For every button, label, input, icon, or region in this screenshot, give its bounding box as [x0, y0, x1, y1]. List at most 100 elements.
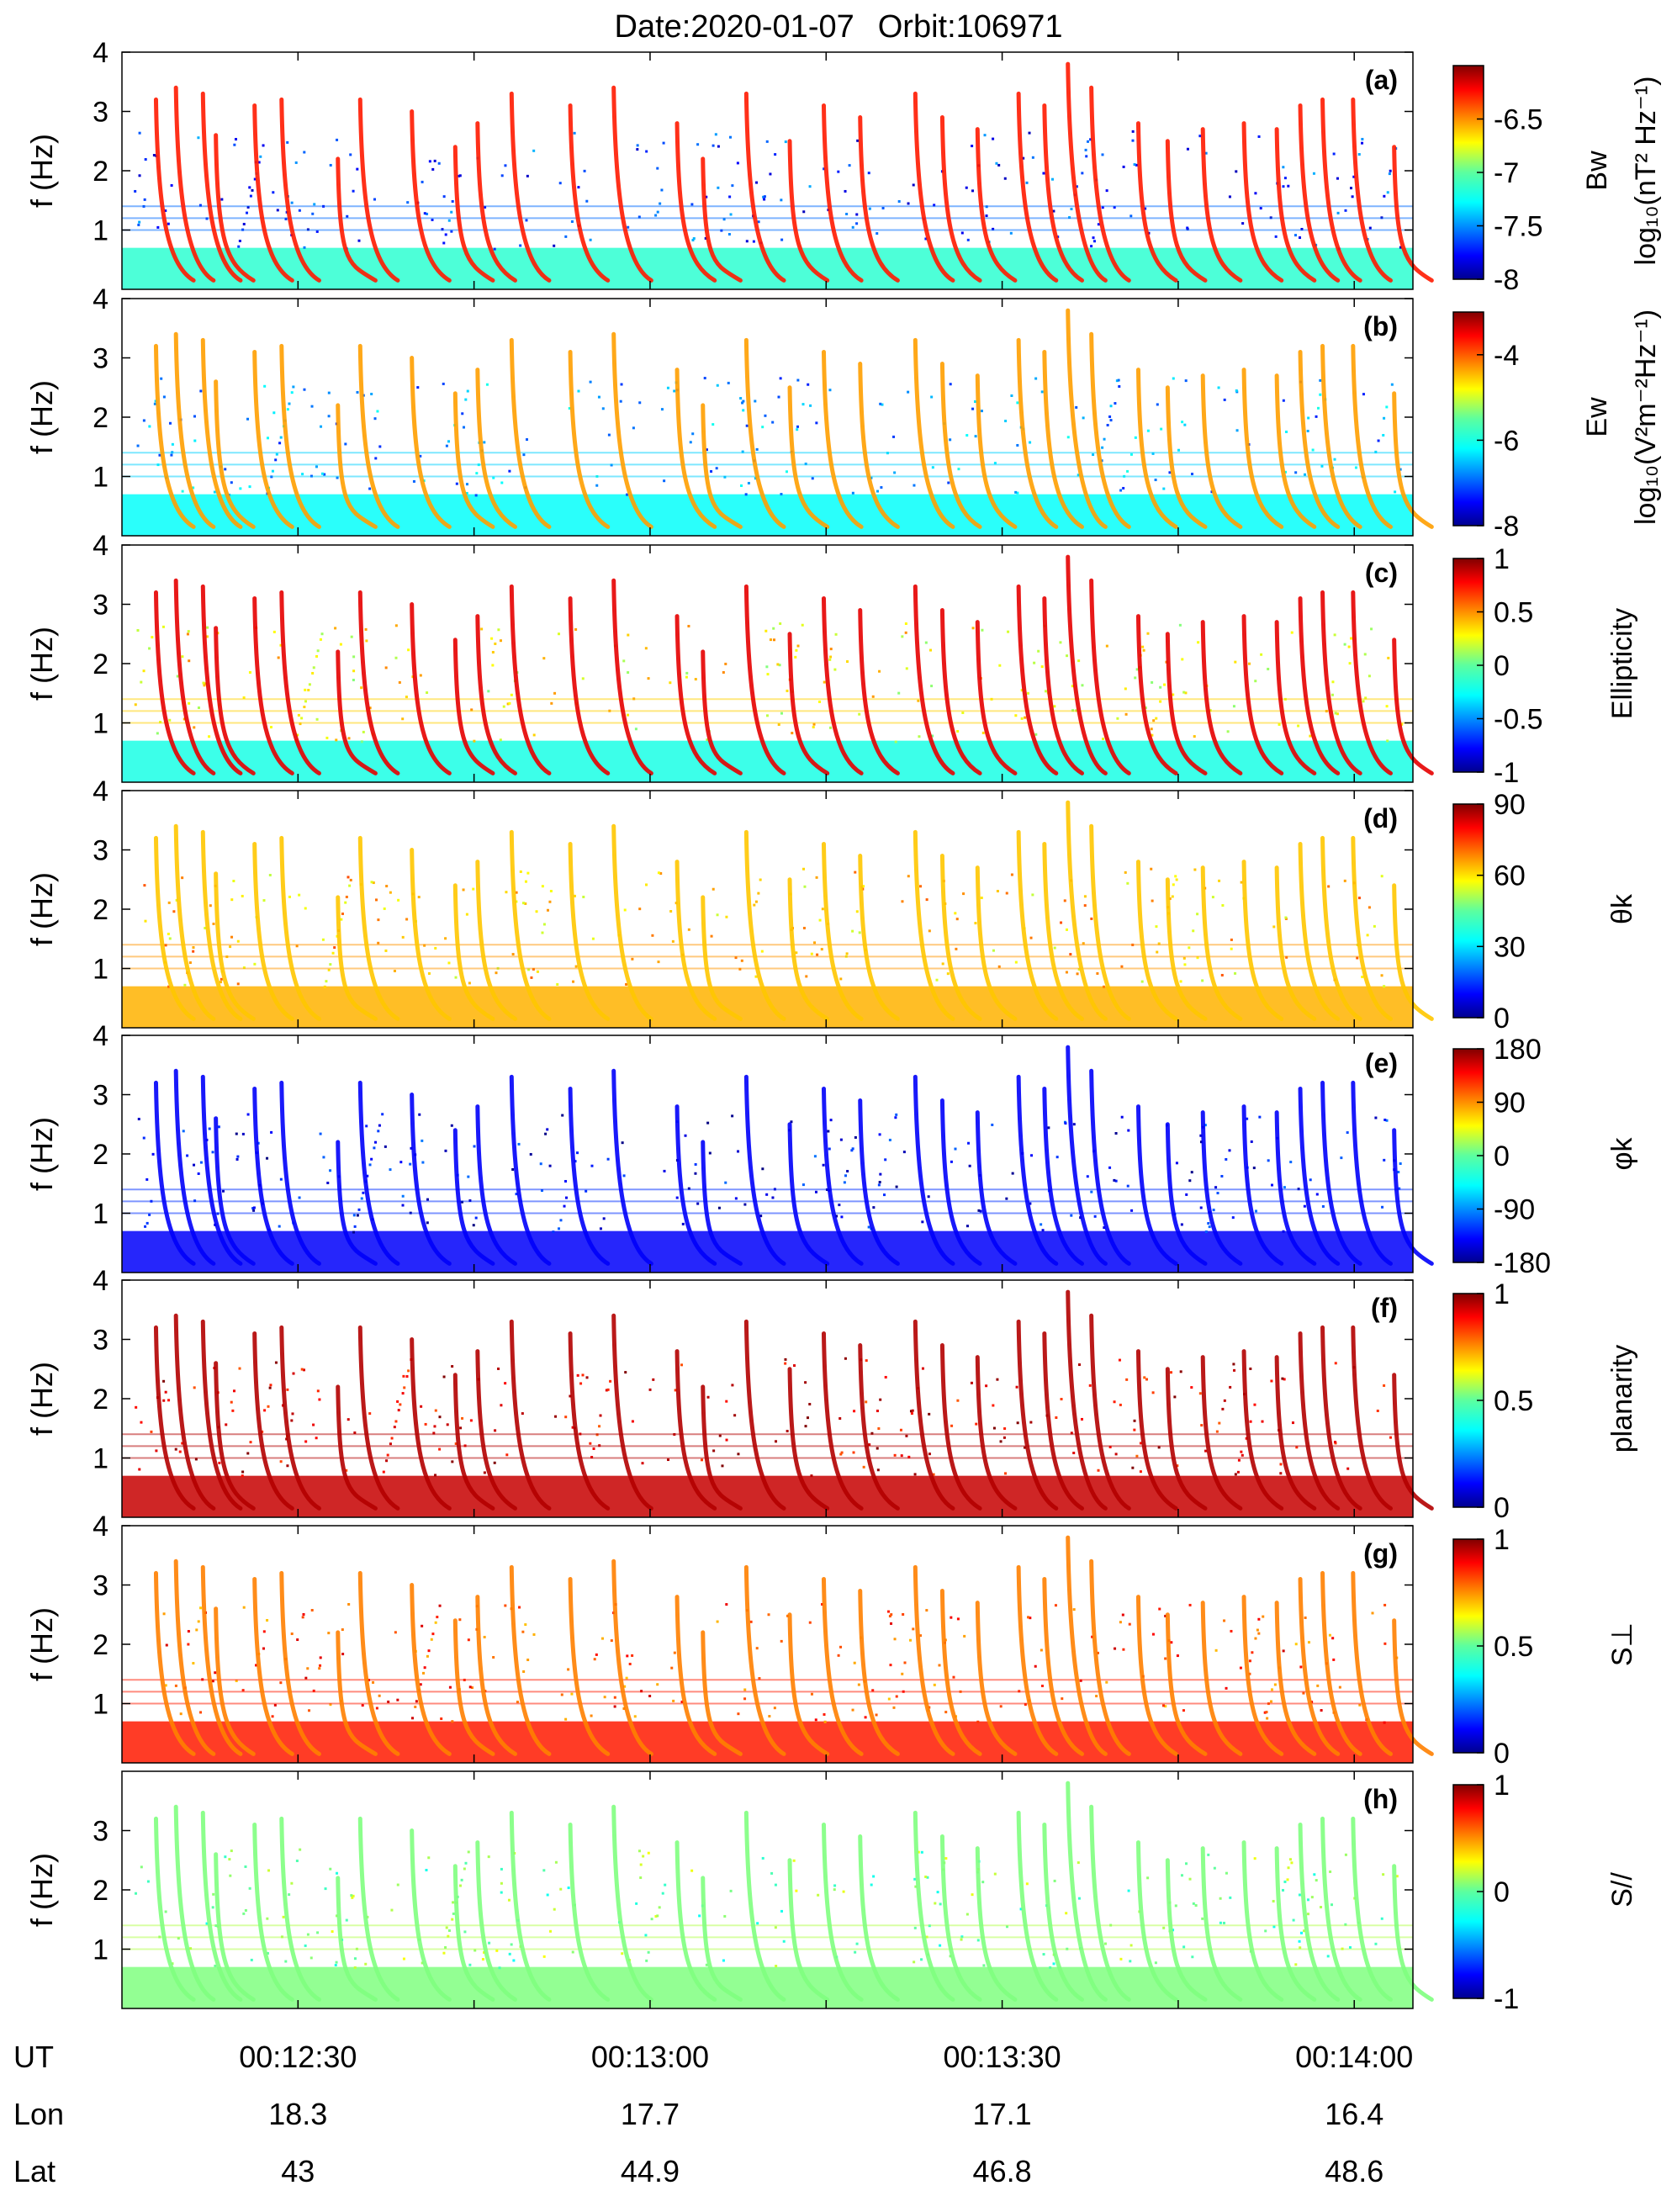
scatter-point [138, 174, 141, 177]
scatter-point [981, 628, 984, 632]
scatter-point [266, 437, 269, 440]
scatter-point [1182, 1945, 1186, 1949]
scatter-point [437, 161, 441, 165]
scatter-point [760, 950, 764, 953]
emission-streak [252, 841, 294, 1021]
scatter-point [519, 244, 522, 247]
scatter-point [1163, 683, 1166, 686]
scatter-point [663, 1169, 666, 1172]
scatter-point [373, 198, 377, 201]
scatter-point [262, 144, 265, 147]
scatter-point [138, 1468, 141, 1471]
emission-streak [357, 835, 400, 1021]
scatter-point [487, 1855, 490, 1859]
scatter-point [1385, 705, 1389, 708]
scatter-point [771, 1196, 775, 1199]
panel-tag: (b) [1363, 311, 1398, 341]
scatter-point [585, 1376, 589, 1379]
emission-streak [1042, 103, 1084, 283]
scatter-point [1077, 659, 1081, 663]
scatter-point [229, 945, 232, 949]
scatter-point [954, 912, 957, 915]
scatter-point [722, 670, 725, 674]
scatter-point [236, 939, 240, 943]
emission-streak [975, 1355, 1018, 1511]
emission-streak [611, 1804, 653, 2002]
scatter-point [768, 1715, 771, 1718]
scatter-point [1225, 1871, 1228, 1875]
low-frequency-band [122, 1966, 1413, 2008]
scatter-point [220, 977, 223, 981]
emission-streak [858, 608, 900, 775]
scatter-point [985, 214, 988, 218]
scatter-point [870, 1883, 873, 1887]
scatter-point [1031, 893, 1034, 897]
scatter-point [704, 236, 707, 240]
scatter-point [865, 1400, 868, 1404]
scatter-point [754, 400, 757, 403]
scatter-point [854, 1950, 857, 1954]
scatter-point [1336, 211, 1340, 214]
scatter-point [930, 685, 934, 688]
scatter-point [814, 1190, 817, 1193]
scatter-point [494, 1429, 497, 1432]
scatter-point [907, 202, 910, 205]
scatter-point [187, 1630, 190, 1633]
scatter-point [542, 1955, 546, 1958]
scatter-point [365, 639, 368, 643]
scatter-point [792, 1859, 796, 1862]
emission-streak [568, 1331, 611, 1511]
scatter-point [1267, 667, 1270, 670]
scatter-point [204, 682, 207, 685]
scatter-point [888, 1138, 891, 1141]
scatter-point [705, 448, 708, 452]
scatter-point [745, 424, 749, 427]
emission-streak [452, 638, 495, 775]
scatter-point [772, 627, 775, 630]
scatter-point [817, 1893, 820, 1897]
scatter-point [1024, 716, 1027, 719]
scatter-point [1399, 1162, 1402, 1166]
scatter-point [458, 174, 461, 177]
scatter-point [238, 1367, 241, 1370]
scatter-point [777, 395, 780, 399]
scatter-point [780, 1639, 783, 1643]
scatter-point [320, 425, 323, 428]
scatter-point [1092, 453, 1095, 457]
scatter-point [764, 629, 768, 632]
scatter-point [1282, 166, 1285, 169]
emission-streak [1066, 1045, 1108, 1266]
scatter-point [650, 1918, 653, 1921]
scatter-point [560, 1693, 563, 1696]
emission-streak [214, 1116, 256, 1266]
y-tick-label: 1 [93, 708, 108, 740]
scatter-point [248, 485, 251, 489]
scatter-point [1020, 689, 1024, 692]
scatter-point [1154, 479, 1157, 482]
scatter-point [1385, 1119, 1389, 1122]
scatter-point [152, 154, 156, 157]
scatter-point [329, 963, 332, 966]
scatter-point [1383, 1158, 1386, 1162]
scatter-point [1240, 1450, 1243, 1453]
scatter-point [763, 198, 766, 201]
scatter-point [504, 164, 507, 167]
scatter-point [1320, 1709, 1323, 1712]
scatter-point [876, 1468, 880, 1472]
scatter-point [473, 1949, 477, 1952]
scatter-point [295, 945, 299, 948]
scatter-point [1188, 1603, 1192, 1606]
scatter-point [813, 1155, 817, 1158]
scatter-point [508, 701, 511, 705]
scatter-point [1291, 1421, 1294, 1425]
emission-streak [568, 349, 611, 529]
scatter-point [1109, 419, 1113, 422]
scatter-point [808, 185, 812, 188]
y-tick-label: 2 [93, 648, 108, 680]
scatter-point [1029, 1202, 1032, 1205]
scatter-point [377, 1130, 380, 1133]
emission-streak [743, 1074, 786, 1266]
x-axis [297, 1771, 1355, 2008]
emission-streak [336, 403, 378, 529]
scatter-point [405, 918, 409, 921]
